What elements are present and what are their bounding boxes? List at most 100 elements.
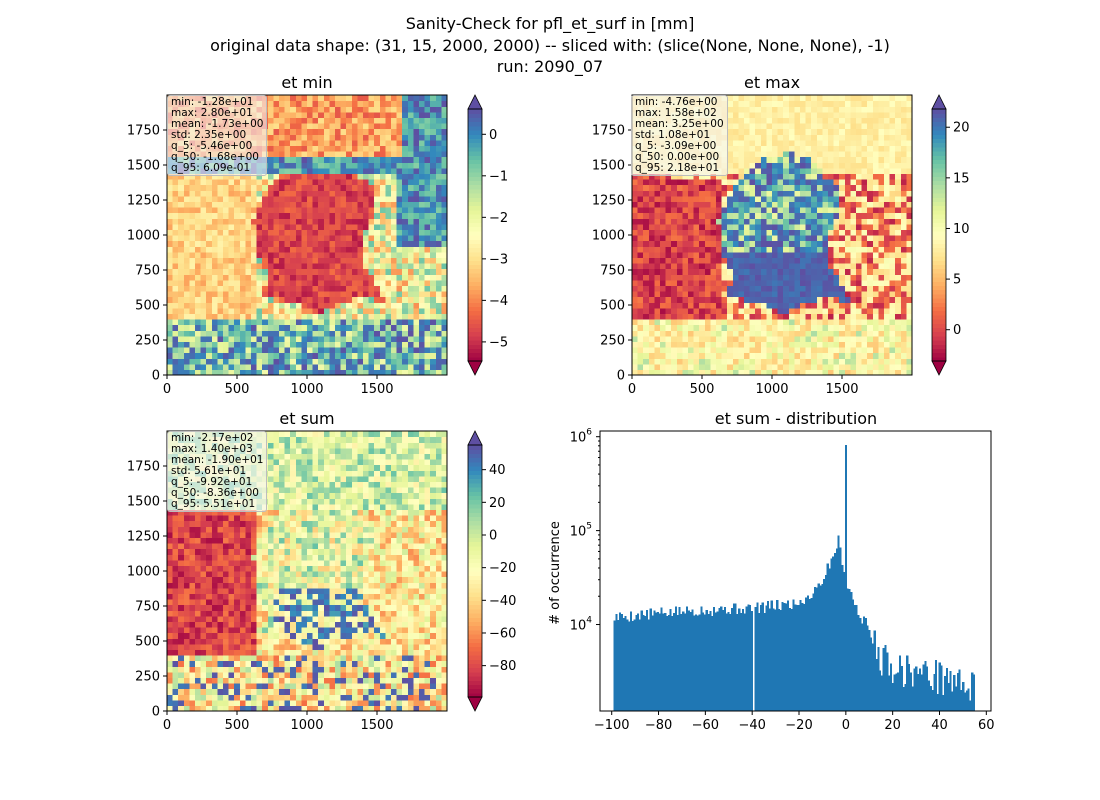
heatmap-cell — [424, 223, 431, 230]
heatmap-cell — [273, 223, 280, 230]
heatmap-cell — [346, 324, 353, 331]
heatmap-cell — [374, 123, 381, 130]
heatmap-cell — [256, 291, 263, 298]
heatmap-cell — [329, 352, 336, 359]
heatmap-cell — [346, 279, 353, 286]
heatmap-cell — [312, 190, 319, 197]
heatmap-cell — [816, 151, 823, 158]
heatmap-cell — [329, 296, 336, 303]
heatmap-cell — [206, 358, 213, 365]
heatmap-cell — [424, 201, 431, 208]
heatmap-cell — [671, 363, 678, 370]
heatmap-cell — [374, 285, 381, 292]
heatmap-cell — [424, 296, 431, 303]
heatmap-cell — [323, 274, 330, 281]
heatmap-cell — [402, 319, 409, 326]
heatmap-cell — [744, 151, 751, 158]
heatmap-cell — [632, 173, 639, 180]
heatmap-cell — [760, 296, 767, 303]
heatmap-cell — [856, 268, 863, 275]
heatmap-cell — [346, 307, 353, 314]
heatmap-cell — [811, 145, 818, 152]
heatmap-cell — [419, 134, 426, 141]
heatmap-cell — [878, 235, 885, 242]
heatmap-cell — [738, 263, 745, 270]
heatmap-cell — [307, 223, 314, 230]
heatmap-cell — [262, 324, 269, 331]
heatmap-cell — [178, 235, 185, 242]
heatmap-cell — [766, 218, 773, 225]
heatmap-cell — [783, 341, 790, 348]
heatmap-cell — [688, 352, 695, 359]
heatmap-cell — [273, 369, 280, 376]
heatmap-cell — [665, 223, 672, 230]
heatmap-cell — [816, 156, 823, 163]
heatmap-cell — [374, 319, 381, 326]
heatmap-cell — [744, 212, 751, 219]
heatmap-cell — [379, 358, 386, 365]
heatmap-cell — [195, 263, 202, 270]
heatmap-cell — [800, 296, 807, 303]
heatmap-cell — [856, 106, 863, 113]
heatmap-cell — [295, 330, 302, 337]
heatmap-cell — [749, 167, 756, 174]
colorbar-tick-label: −3 — [489, 252, 508, 267]
heatmap-cell — [800, 139, 807, 146]
heatmap-cell — [828, 123, 835, 130]
heatmap-cell — [800, 240, 807, 247]
heatmap-cell — [710, 324, 717, 331]
heatmap-cell — [312, 184, 319, 191]
heatmap-cell — [172, 319, 179, 326]
heatmap-cell — [805, 156, 812, 163]
heatmap-cell — [167, 268, 174, 275]
heatmap-cell — [307, 128, 314, 135]
heatmap-cell — [363, 274, 370, 281]
heatmap-cell — [833, 352, 840, 359]
heatmap-cell — [379, 184, 386, 191]
heatmap-cell — [805, 212, 812, 219]
heatmap-cell — [805, 251, 812, 258]
heatmap-cell — [889, 207, 896, 214]
heatmap-cell — [732, 100, 739, 107]
heatmap-cell — [363, 251, 370, 258]
heatmap-cell — [749, 279, 756, 286]
heatmap-cell — [867, 279, 874, 286]
heatmap-cell — [822, 201, 829, 208]
heatmap-cell — [391, 307, 398, 314]
heatmap-cell — [430, 134, 437, 141]
heatmap-cell — [632, 212, 639, 219]
heatmap-cell — [716, 257, 723, 264]
heatmap-cell — [329, 307, 336, 314]
heatmap-cell — [749, 352, 756, 359]
heatmap-cell — [312, 100, 319, 107]
heatmap-cell — [435, 263, 442, 270]
heatmap-cell — [794, 369, 801, 376]
heatmap-cell — [805, 235, 812, 242]
heatmap-cell — [716, 190, 723, 197]
heatmap-cell — [738, 285, 745, 292]
heatmap-cell — [234, 201, 241, 208]
heatmap-cell — [850, 302, 857, 309]
heatmap-cell — [833, 279, 840, 286]
heatmap-cell — [279, 100, 286, 107]
heatmap-cell — [844, 128, 851, 135]
heatmap-cell — [727, 302, 734, 309]
heatmap-cell — [688, 274, 695, 281]
heatmap-cell — [660, 307, 667, 314]
heatmap-cell — [312, 324, 319, 331]
heatmap-cell — [800, 313, 807, 320]
heatmap-cell — [878, 207, 885, 214]
heatmap-cell — [172, 201, 179, 208]
heatmap-cell — [867, 190, 874, 197]
heatmap-cell — [178, 363, 185, 370]
heatmap-cell — [256, 363, 263, 370]
heatmap-cell — [772, 229, 779, 236]
heatmap-cell — [396, 302, 403, 309]
heatmap-cell — [284, 274, 291, 281]
heatmap-cell — [878, 179, 885, 186]
heatmap-cell — [385, 190, 392, 197]
heatmap-cell — [716, 223, 723, 230]
heatmap-cell — [884, 223, 891, 230]
heatmap-cell — [385, 201, 392, 208]
heatmap-cell — [223, 184, 230, 191]
